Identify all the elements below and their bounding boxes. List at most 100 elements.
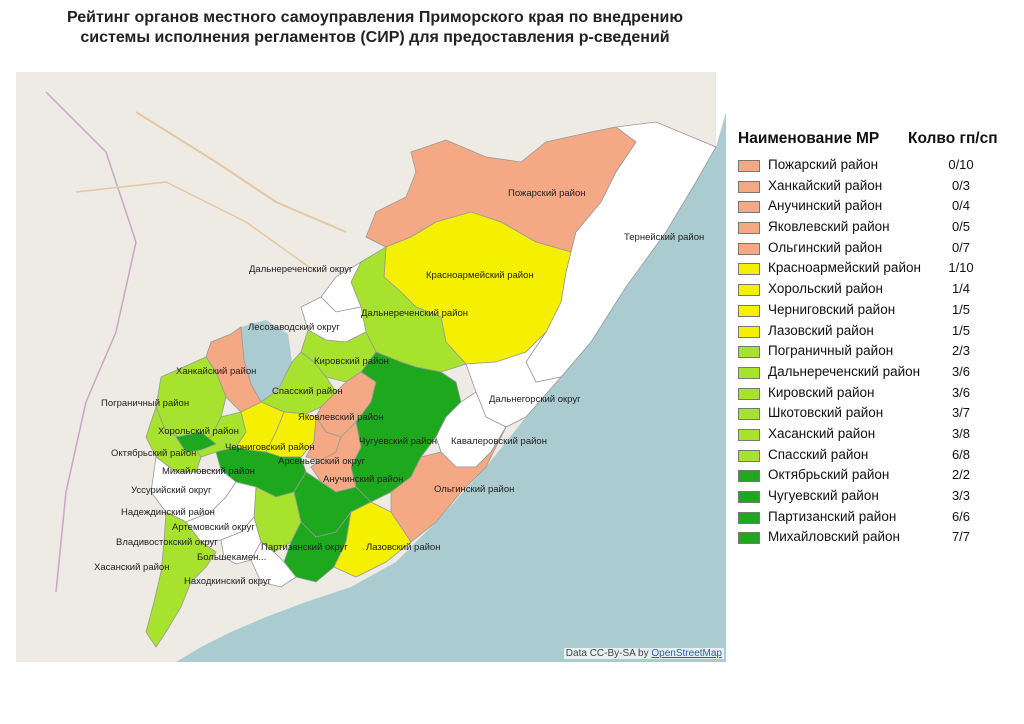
legend-item-count: 0/7 xyxy=(951,239,971,255)
legend-swatch xyxy=(738,366,760,379)
openstreetmap-link[interactable]: OpenStreetMap xyxy=(651,648,722,659)
label-krasnoarmeysky: Красноармейский район xyxy=(426,270,534,281)
region-nakhodkinsky[interactable] xyxy=(250,541,297,588)
legend-item: Пожарский район 0/10 xyxy=(736,156,1020,177)
legend-item-name: Красноармейский район xyxy=(768,260,921,276)
legend-swatch xyxy=(738,284,760,297)
legend-swatch xyxy=(738,160,760,172)
label-bolshekamensky: Большекамен... xyxy=(197,552,266,563)
legend-item: Яковлевский район 0/5 xyxy=(736,218,1020,239)
label-arsenyevsky: Арсеньевский округ xyxy=(278,456,366,467)
legend-swatch xyxy=(738,346,760,359)
legend-item-name: Октябрьский район xyxy=(768,467,890,483)
legend-item-count: 0/5 xyxy=(951,219,971,235)
legend-item: Ольгинский район 0/7 xyxy=(736,239,1020,260)
legend-item: Хорольский район 1/4 xyxy=(736,280,1020,301)
legend-item-name: Яковлевский район xyxy=(768,219,890,235)
legend-item: Ханкайский район 0/3 xyxy=(736,177,1020,198)
legend-swatch xyxy=(738,491,760,503)
legend-item-name: Лазовский район xyxy=(768,322,874,338)
region-oktyabrsky[interactable] xyxy=(175,431,217,453)
label-dalnegorsky: Дальнегорский округ xyxy=(489,394,581,405)
label-dalnerechensky-okrug: Дальнереченский округ xyxy=(249,264,353,275)
label-olginsky: Ольгинский район xyxy=(434,484,514,495)
label-nakhodkinsky: Находкинский округ xyxy=(184,576,272,587)
legend-item-count: 3/6 xyxy=(951,363,971,379)
lake-khanka xyxy=(241,320,292,402)
legend-item: Михайловский район 7/7 xyxy=(736,528,1020,549)
label-artemovsky: Артемовский округ xyxy=(172,522,255,533)
region-khasansky[interactable] xyxy=(145,511,217,648)
region-nadezhdinsky[interactable] xyxy=(185,481,257,543)
legend-swatch xyxy=(738,263,760,276)
legend-item-count: 0/4 xyxy=(951,198,971,214)
legend-item-name: Черниговский район xyxy=(768,301,896,317)
label-dalnerechensky-rayon: Дальнереченский район xyxy=(361,308,468,319)
label-yakovlevsky: Яковлевский район xyxy=(298,412,384,423)
label-kirovsky: Кировский район xyxy=(314,356,389,367)
country-border xyxy=(45,91,137,593)
road xyxy=(135,111,347,233)
legend-item-name: Пограничный район xyxy=(768,343,894,359)
legend-item-name: Чугуевский район xyxy=(768,488,879,503)
legend-item-name: Хорольский район xyxy=(768,281,884,297)
legend-item-count: 1/5 xyxy=(951,301,971,317)
title-line-1: Рейтинг органов местного самоуправления … xyxy=(67,9,683,26)
legend-header-name: Наименование МР xyxy=(738,130,880,147)
legend-item-count: 0/10 xyxy=(948,157,974,172)
legend-swatch xyxy=(738,180,760,193)
legend-item: Черниговский район 1/5 xyxy=(736,301,1020,322)
legend-item: Лазовский район 1/5 xyxy=(736,322,1020,343)
sea-of-japan xyxy=(176,112,726,662)
attribution-text: Data CC-By-SA by xyxy=(565,648,649,659)
legend: Наименование МР Колво гп/сп Пожарский ра… xyxy=(736,130,1020,549)
legend-item-name: Шкотовский район xyxy=(768,405,884,421)
label-khorolsky: Хорольский район xyxy=(158,426,239,437)
legend-swatch xyxy=(738,449,760,462)
legend-item-name: Кировский район xyxy=(768,384,875,400)
label-khankaysky: Ханкайский район xyxy=(176,366,256,377)
legend-item-count: 2/3 xyxy=(951,343,971,359)
legend-item-name: Партизанский район xyxy=(768,508,897,524)
legend-item-name: Ханкайский район xyxy=(768,177,883,193)
label-mikhaylovsky: Михайловский район xyxy=(162,466,255,477)
legend-item-count: 6/8 xyxy=(951,446,971,462)
legend-item-name: Хасанский район xyxy=(768,425,876,441)
legend-swatch xyxy=(738,304,760,317)
region-lazovsky[interactable] xyxy=(333,501,412,578)
legend-item: Кировский район 3/6 xyxy=(736,384,1020,405)
legend-item-count: 3/3 xyxy=(951,488,971,503)
label-spassky: Спасский район xyxy=(272,386,343,397)
legend-header: Наименование МР Колво гп/сп xyxy=(736,130,1020,156)
legend-swatch xyxy=(738,470,760,483)
legend-item-name: Анучинский район xyxy=(768,198,883,214)
map-view[interactable]: Пожарский район Тернейский район Красноа… xyxy=(16,72,726,662)
legend-item-count: 7/7 xyxy=(951,529,971,545)
legend-header-count: Колво гп/сп xyxy=(908,130,998,147)
legend-item: Хасанский район 3/8 xyxy=(736,425,1020,446)
legend-item-name: Ольгинский район xyxy=(768,239,883,255)
label-lesozavodsky: Лесозаводский округ xyxy=(248,322,340,333)
title-line-2: системы исполнения регламентов (СИР) для… xyxy=(80,29,670,46)
legend-item-count: 1/4 xyxy=(951,281,971,297)
label-lazovsky: Лазовский район xyxy=(366,542,440,553)
legend-swatch xyxy=(738,201,760,214)
legend-swatch xyxy=(738,242,760,255)
label-partizansky-okrug: Партизанский округ xyxy=(261,542,348,553)
legend-swatch xyxy=(738,325,760,338)
label-anuchinsky: Анучинский район xyxy=(323,474,403,485)
label-chernigovsky: Черниговский район xyxy=(225,442,315,453)
legend-item: Красноармейский район 1/10 xyxy=(736,259,1020,280)
map-attribution: Data CC-By-SA by OpenStreetMap xyxy=(563,648,724,659)
legend-item-count: 0/3 xyxy=(951,177,971,193)
legend-swatch xyxy=(738,408,760,421)
label-oktyabrsky: Октябрьский район xyxy=(111,448,196,459)
legend-item-name: Спасский район xyxy=(768,446,869,462)
legend-item: Дальнереченский район 3/6 xyxy=(736,363,1020,384)
label-khasansky: Хасанский район xyxy=(94,562,169,573)
label-kavalerovsky: Кавалеровский район xyxy=(451,436,547,447)
label-pogranichny: Пограничный район xyxy=(101,398,189,409)
legend-swatch xyxy=(738,387,760,400)
map-canvas: Пожарский район Тернейский район Красноа… xyxy=(16,72,726,662)
legend-item-name: Михайловский район xyxy=(768,529,901,545)
